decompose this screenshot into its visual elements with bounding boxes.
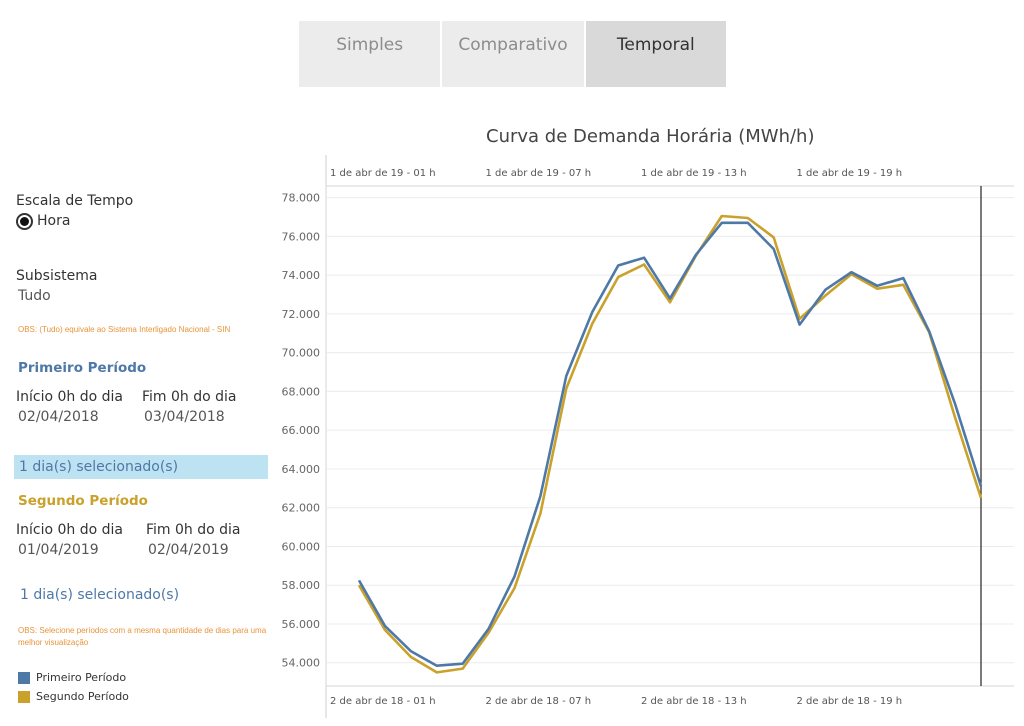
tab-comparativo[interactable]: Comparativo	[442, 21, 584, 87]
bottom-x-tick-label: 2 de abr de 18 - 07 h	[486, 696, 592, 707]
series-line-primeiro-periodo	[357, 221, 983, 668]
time-scale-radio[interactable]	[16, 213, 33, 230]
bottom-x-tick-label: 2 de abr de 18 - 01 h	[330, 696, 436, 707]
y-tick-label: 62.000	[282, 502, 321, 515]
y-tick-label: 68.000	[282, 385, 321, 398]
first-end-date[interactable]: 03/04/2018	[144, 409, 225, 425]
y-tick-label: 60.000	[282, 540, 321, 553]
time-scale-option-label[interactable]: Hora	[37, 213, 71, 229]
first-period-selected-count: 1 dia(s) selecionado(s)	[14, 455, 268, 479]
second-period-title: Segundo Período	[18, 493, 148, 509]
y-tick-label: 70.000	[282, 347, 321, 360]
subsystem-label: Subsistema	[16, 268, 98, 284]
y-tick-label: 74.000	[282, 269, 321, 282]
bottom-x-tick-label: 2 de abr de 18 - 13 h	[641, 696, 747, 707]
y-tick-label: 76.000	[282, 230, 321, 243]
second-start-date[interactable]: 01/04/2019	[18, 542, 99, 558]
bottom-x-tick-label: 2 de abr de 18 - 19 h	[797, 696, 903, 707]
y-tick-label: 64.000	[282, 463, 321, 476]
first-end-label: Fim 0h do dia	[142, 389, 237, 405]
top-x-tick-label: 1 de abr de 19 - 01 h	[330, 168, 436, 179]
tab-temporal[interactable]: Temporal	[585, 21, 726, 87]
second-start-label: Início 0h do dia	[16, 522, 123, 538]
legend-label-primeiro[interactable]: Primeiro Período	[36, 671, 127, 684]
y-tick-label: 56.000	[282, 618, 321, 631]
y-tick-label: 78.000	[282, 192, 321, 205]
first-start-date[interactable]: 02/04/2018	[18, 409, 99, 425]
legend-swatch-segundo	[18, 691, 30, 703]
view-tabs: Simples Comparativo Temporal	[299, 21, 726, 87]
chart-title: Curva de Demanda Horária (MWh/h)	[486, 126, 815, 147]
y-tick-label: 66.000	[282, 424, 321, 437]
tab-simples[interactable]: Simples	[299, 21, 441, 87]
top-x-tick-label: 1 de abr de 19 - 19 h	[797, 168, 903, 179]
y-tick-label: 72.000	[282, 308, 321, 321]
top-x-tick-label: 1 de abr de 19 - 07 h	[486, 168, 592, 179]
second-period-selected-count: 1 dia(s) selecionado(s)	[20, 587, 180, 603]
periods-note: OBS: Selecione períodos com a mesma quan…	[18, 626, 267, 647]
top-x-tick-label: 1 de abr de 19 - 13 h	[641, 168, 747, 179]
demand-line-chart[interactable]: 54.000 56.000 58.000 60.000 62.000 64.000 66.0…	[270, 150, 1020, 720]
time-scale-label: Escala de Tempo	[16, 193, 134, 209]
legend-swatch-primeiro	[18, 672, 30, 684]
first-period-title: Primeiro Período	[18, 360, 147, 376]
y-tick-label: 58.000	[282, 579, 321, 592]
subsystem-select[interactable]: Tudo	[18, 288, 51, 304]
y-tick-label: 54.000	[282, 657, 321, 670]
subsystem-note: OBS: (Tudo) equivale ao Sistema Interlig…	[18, 325, 231, 334]
series-line-segundo-periodo	[357, 214, 983, 674]
legend-label-segundo[interactable]: Segundo Período	[36, 690, 129, 703]
first-start-label: Início 0h do dia	[16, 389, 123, 405]
second-end-date[interactable]: 02/04/2019	[148, 542, 229, 558]
second-end-label: Fim 0h do dia	[146, 522, 241, 538]
